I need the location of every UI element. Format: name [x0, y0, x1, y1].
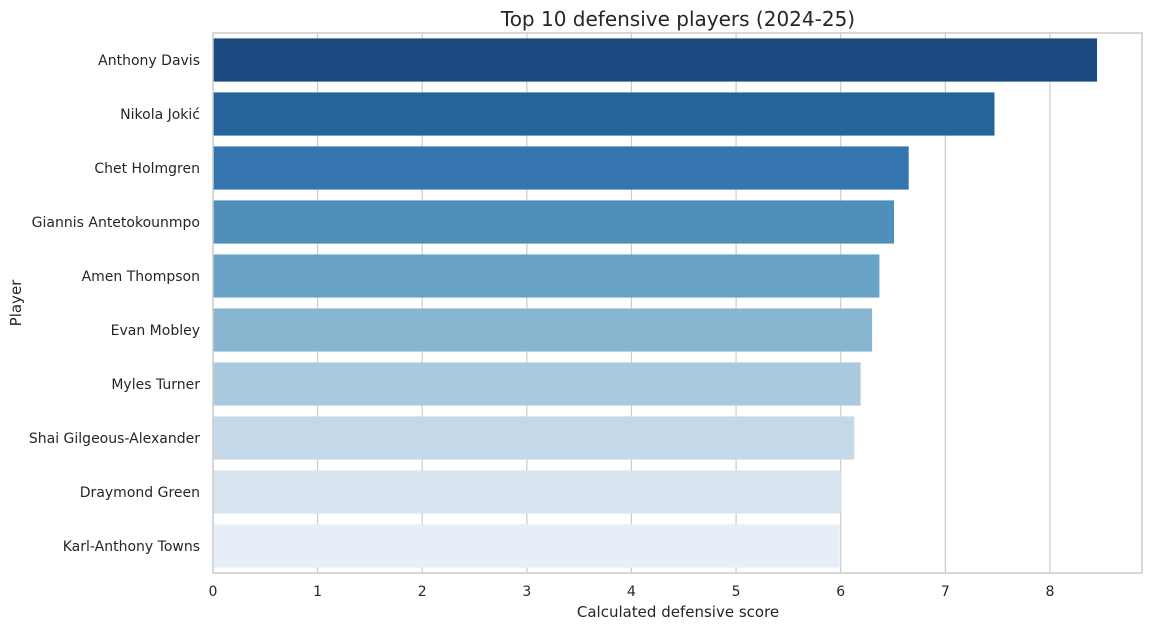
y-tick-label: Shai Gilgeous-Alexander [29, 431, 200, 447]
bar [213, 92, 995, 136]
y-tick-label: Draymond Green [80, 485, 200, 501]
bar [213, 146, 909, 190]
bar [213, 362, 861, 406]
chart-title: Top 10 defensive players (2024-25) [500, 7, 855, 31]
x-tick-label: 1 [313, 584, 322, 600]
y-tick-label: Nikola Jokić [120, 107, 200, 123]
x-axis-label: Calculated defensive score [577, 603, 779, 621]
y-tick-label: Myles Turner [111, 377, 200, 393]
x-tick-label: 7 [941, 584, 950, 600]
x-tick-label: 5 [732, 584, 741, 600]
bar [213, 524, 840, 568]
x-tick-label: 6 [836, 584, 845, 600]
y-tick-labels: Anthony Davis Nikola Jokić Chet Holmgren Gi… [29, 53, 200, 555]
bar [213, 38, 1098, 82]
x-tick-labels: 0 1 2 3 4 5 6 7 8 [209, 584, 1055, 600]
bar [213, 416, 855, 460]
bar [213, 470, 841, 514]
bar [213, 308, 873, 352]
x-tick-label: 8 [1045, 584, 1054, 600]
y-tick-label: Chet Holmgren [94, 161, 200, 177]
x-tick-label: 4 [627, 584, 636, 600]
plot-frame [212, 32, 1143, 574]
y-tick-label: Karl-Anthony Towns [63, 539, 200, 555]
bar [213, 254, 880, 298]
x-tick-label: 2 [418, 584, 427, 600]
y-tick-label: Evan Mobley [111, 323, 200, 339]
bar-layer [213, 38, 1098, 568]
x-tick-label: 0 [209, 584, 218, 600]
y-tick-label: Giannis Antetokounmpo [32, 215, 200, 231]
bar [213, 200, 895, 244]
y-axis-label: Player [7, 279, 25, 327]
x-tick-label: 3 [522, 584, 531, 600]
y-tick-label: Amen Thompson [82, 269, 200, 285]
y-tick-label: Anthony Davis [98, 53, 200, 69]
